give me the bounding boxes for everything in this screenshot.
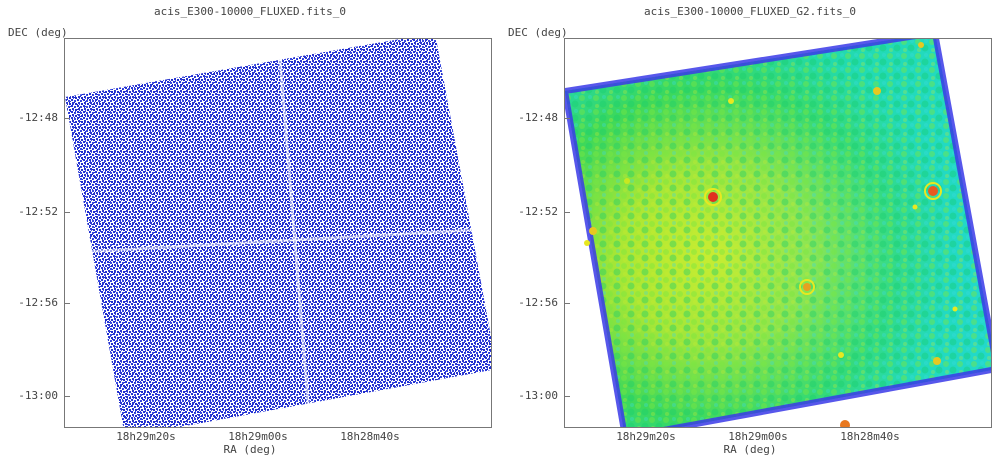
x-tick-label: 18h28m40s bbox=[340, 430, 400, 443]
x-axis-label: RA (deg) bbox=[723, 443, 777, 456]
image-plot-area[interactable] bbox=[564, 38, 992, 428]
y-tick-mark bbox=[64, 396, 70, 397]
raw-counts-image bbox=[65, 39, 491, 427]
y-tick-mark bbox=[564, 212, 570, 213]
y-tick-mark bbox=[64, 303, 70, 304]
y-tick-mark bbox=[64, 212, 70, 213]
y-tick-label: -12:52 bbox=[18, 205, 58, 218]
y-tick-mark bbox=[64, 118, 70, 119]
y-tick-label: -12:48 bbox=[518, 111, 558, 124]
y-tick-mark bbox=[564, 396, 570, 397]
raw-image-panel: acis_E300-10000_FLUXED.fits_0 DEC (deg) bbox=[8, 5, 492, 456]
x-tick-label: 18h29m20s bbox=[616, 430, 676, 443]
x-tick-label: 18h28m40s bbox=[840, 430, 900, 443]
smoothed-image-panel: acis_E300-10000_FLUXED_G2.fits_0 DEC (de… bbox=[500, 0, 1000, 464]
y-tick-label: -12:52 bbox=[518, 205, 558, 218]
y-tick-label: -13:00 bbox=[518, 389, 558, 402]
detector-footprint bbox=[565, 39, 991, 427]
panel-title: acis_E300-10000_FLUXED_G2.fits_0 bbox=[644, 5, 856, 18]
smoothed-image bbox=[565, 39, 991, 427]
y-axis-label: DEC (deg) bbox=[508, 26, 568, 39]
detector-footprint bbox=[65, 39, 491, 427]
y-tick-label: -12:56 bbox=[518, 296, 558, 309]
x-tick-label: 18h29m20s bbox=[116, 430, 176, 443]
panel-title: acis_E300-10000_FLUXED.fits_0 bbox=[153, 5, 347, 18]
x-tick-label: 18h29m00s bbox=[228, 430, 288, 443]
y-tick-label: -12:48 bbox=[18, 111, 58, 124]
image-plot-area[interactable] bbox=[64, 38, 492, 428]
y-tick-mark bbox=[564, 118, 570, 119]
x-axis-label: RA (deg) bbox=[223, 443, 277, 456]
y-tick-mark bbox=[564, 303, 570, 304]
y-tick-label: -12:56 bbox=[18, 296, 58, 309]
point-sources bbox=[584, 42, 958, 427]
x-tick-label: 18h29m00s bbox=[728, 430, 788, 443]
y-axis-label: DEC (deg) bbox=[8, 26, 68, 39]
y-tick-label: -13:00 bbox=[18, 389, 58, 402]
